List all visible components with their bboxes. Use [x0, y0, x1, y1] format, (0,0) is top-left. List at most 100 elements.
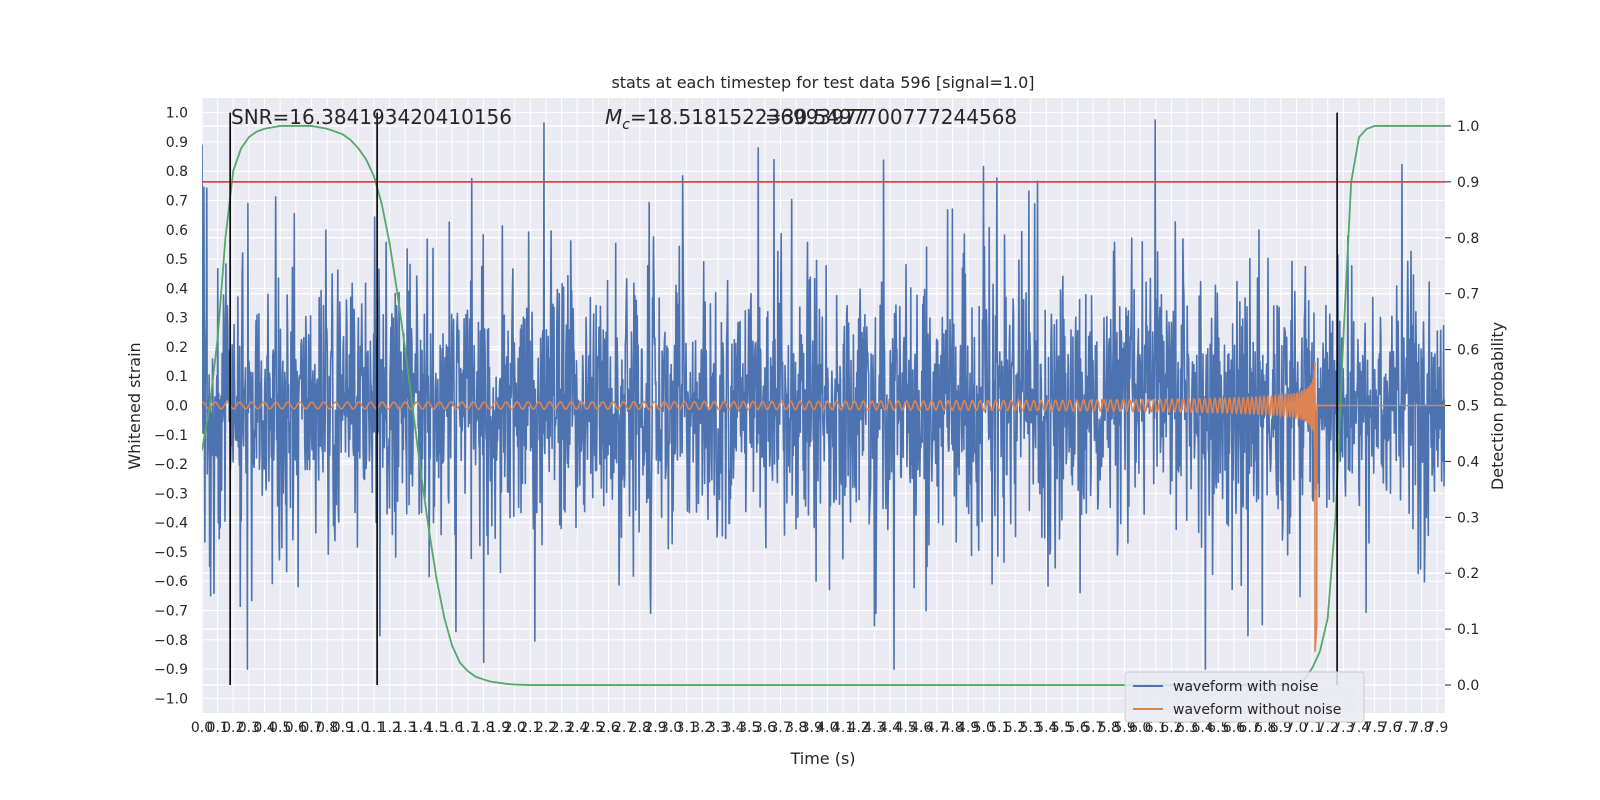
y2-tick-label: 0.4 — [1457, 454, 1479, 470]
chart-title: stats at each timestep for test data 596… — [611, 73, 1034, 92]
x-tick-label: 4.0 — [816, 720, 838, 736]
x-tick-label: 2.3 — [550, 720, 572, 736]
chirp-line — [202, 361, 1445, 652]
y-tick-label: −0.9 — [154, 662, 188, 678]
x-tick-label: 6.7 — [1238, 720, 1260, 736]
y-tick-label: −1.0 — [154, 691, 188, 707]
x-tick-label: 2.2 — [535, 720, 557, 736]
noise-line — [202, 119, 1445, 670]
y-tick-label: −0.5 — [154, 545, 188, 561]
x-tick-label: 3.7 — [769, 720, 791, 736]
x-tick-label: 1.3 — [394, 720, 416, 736]
y-tick-label: −0.1 — [154, 428, 188, 444]
x-tick-label: 0.2 — [222, 720, 244, 736]
x-tick-label: 7.6 — [1379, 720, 1401, 736]
x-tick-label: 5.8 — [1098, 720, 1120, 736]
x-tick-label: 5.2 — [1004, 720, 1026, 736]
y2-tick-label: 0.9 — [1457, 175, 1479, 191]
x-tick-label: 7.5 — [1364, 720, 1386, 736]
x-tick-label: 1.1 — [363, 720, 385, 736]
x-tick-label: 2.0 — [504, 720, 526, 736]
x-tick-label: 4.7 — [926, 720, 948, 736]
x-tick-label: 5.5 — [1051, 720, 1073, 736]
y-tick-label: 1.0 — [166, 106, 188, 122]
x-tick-label: 1.0 — [347, 720, 369, 736]
x-tick-label: 6.1 — [1145, 720, 1167, 736]
x-tick-label: 7.9 — [1426, 720, 1448, 736]
y-tick-label: 0.9 — [166, 135, 188, 151]
reference-lines — [202, 112, 1445, 686]
x-tick-label: 0.9 — [332, 720, 354, 736]
x-tick-label: 2.7 — [613, 720, 635, 736]
legend: waveform with noise waveform without noi… — [1124, 671, 1365, 723]
x-tick-label: 5.9 — [1113, 720, 1135, 736]
y2-tick-label: 1.0 — [1457, 119, 1479, 135]
x-tick-label: 1.6 — [441, 720, 463, 736]
y2-axis-label: Detection probability — [1488, 322, 1507, 490]
x-tick-label: 3.4 — [722, 720, 744, 736]
x-tick-label: 1.8 — [472, 720, 494, 736]
y2-axis-ticks: 1.0 0.9 0.8 0.7 0.6 0.5 0.4 0.3 0.2 0.1 0.0 — [1445, 119, 1479, 694]
y-tick-label: 0.2 — [166, 340, 188, 356]
x-tick-label: 1.7 — [457, 720, 479, 736]
probability-line — [202, 125, 1445, 686]
series-detection-probability — [202, 125, 1445, 686]
x-tick-label: 2.6 — [597, 720, 619, 736]
x-tick-label: 7.0 — [1285, 720, 1307, 736]
y2-tick-label: 0.5 — [1457, 399, 1479, 415]
x-tick-label: 3.2 — [691, 720, 713, 736]
x-tick-label: 7.8 — [1410, 720, 1432, 736]
x-tick-label: 0.5 — [269, 720, 291, 736]
y2-tick-label: 0.3 — [1457, 510, 1479, 526]
x-tick-label: 0.6 — [285, 720, 307, 736]
x-tick-label: 2.5 — [582, 720, 604, 736]
legend-box — [1124, 671, 1365, 723]
x-tick-label: 3.0 — [660, 720, 682, 736]
x-tick-label: 7.2 — [1317, 720, 1339, 736]
x-tick-label: 5.1 — [988, 720, 1010, 736]
x-tick-label: 5.7 — [1082, 720, 1104, 736]
x-tick-label: 3.5 — [738, 720, 760, 736]
chirp-mass-symbol: M — [605, 105, 622, 129]
x-axis-ticks: 0.00.10.20.30.40.50.60.70.80.91.01.11.21… — [191, 720, 1448, 736]
x-tick-label: 1.9 — [488, 720, 510, 736]
y2-tick-label: 0.1 — [1457, 622, 1479, 638]
x-tick-label: 4.2 — [848, 720, 870, 736]
x-axis-label: Time (s) — [789, 749, 855, 768]
x-tick-label: 6.8 — [1254, 720, 1276, 736]
y-tick-label: −0.8 — [154, 633, 188, 649]
x-tick-label: 6.2 — [1160, 720, 1182, 736]
x-tick-label: 7.1 — [1301, 720, 1323, 736]
y-axis-label: Whitened strain — [125, 342, 144, 469]
y-tick-label: 0.4 — [166, 281, 188, 297]
legend-label-clean: waveform without noise — [1173, 702, 1341, 718]
x-tick-label: 3.1 — [676, 720, 698, 736]
y-tick-label: −0.3 — [154, 486, 188, 502]
x-tick-label: 6.3 — [1176, 720, 1198, 736]
snr-annotation: SNR=16.384193420410156 — [231, 105, 512, 129]
y2-tick-label: 0.2 — [1457, 566, 1479, 582]
x-tick-label: 5.0 — [973, 720, 995, 736]
y2-tick-label: 0.7 — [1457, 287, 1479, 303]
y-tick-label: 0.8 — [166, 164, 188, 180]
x-tick-label: 1.5 — [425, 720, 447, 736]
x-tick-label: 2.4 — [566, 720, 588, 736]
y-tick-label: 0.0 — [166, 399, 188, 415]
x-tick-label: 0.4 — [253, 720, 275, 736]
legend-label-noise: waveform with noise — [1173, 679, 1318, 695]
y2-tick-label: 0.0 — [1457, 678, 1479, 694]
x-tick-label: 7.7 — [1395, 720, 1417, 736]
overlapping-annotation: =30.5497700777244568 — [765, 105, 1017, 129]
x-tick-label: 1.4 — [410, 720, 432, 736]
x-tick-label: 3.9 — [801, 720, 823, 736]
y-axis-ticks: 1.0 0.9 0.8 0.7 0.6 0.5 0.4 0.3 0.2 0.1 0.0 −0.1 −0.… — [154, 106, 188, 708]
x-tick-label: 4.3 — [863, 720, 885, 736]
x-tick-label: 6.5 — [1207, 720, 1229, 736]
series-waveform-with-noise — [202, 119, 1445, 670]
x-tick-label: 7.4 — [1348, 720, 1370, 736]
x-tick-label: 3.6 — [754, 720, 776, 736]
x-tick-label: 3.3 — [707, 720, 729, 736]
x-tick-label: 0.3 — [238, 720, 260, 736]
x-tick-label: 5.6 — [1066, 720, 1088, 736]
y-tick-label: 0.3 — [166, 311, 188, 327]
